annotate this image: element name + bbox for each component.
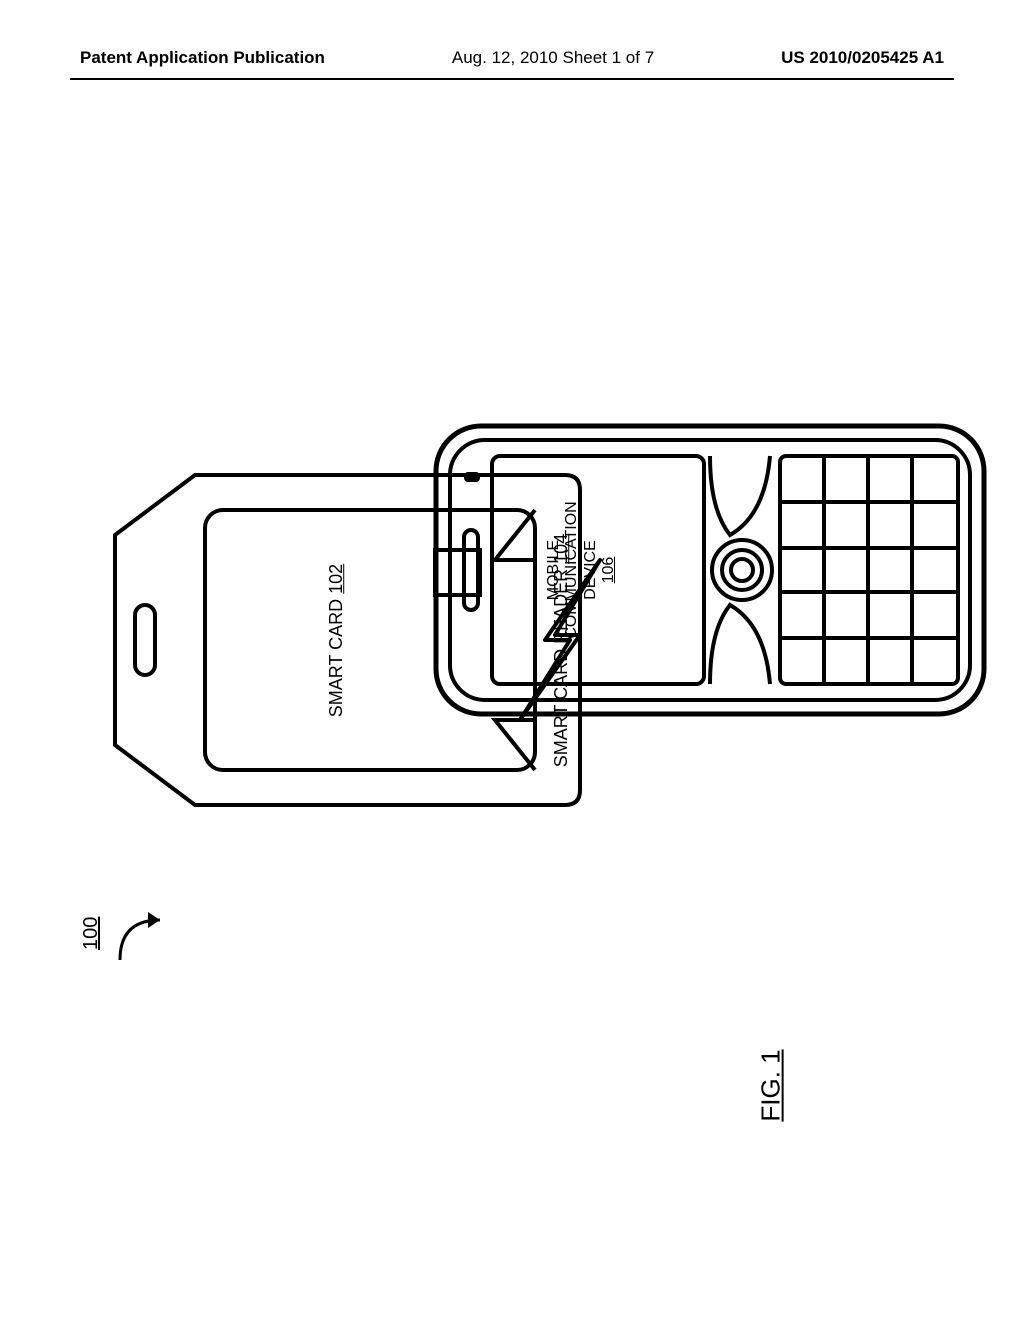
phone-outline-icon (430, 420, 990, 720)
header-center: Aug. 12, 2010 Sheet 1 of 7 (452, 48, 654, 68)
figure-canvas: 100 SMART CARD 102 SMART CARD READER 104 (0, 120, 1024, 1220)
header-rule (70, 78, 954, 80)
header-left: Patent Application Publication (80, 48, 325, 68)
figure-label: FIG. 1 (756, 1049, 787, 1121)
ref-arrow-icon (110, 900, 190, 980)
smart-card-label: SMART CARD 102 (326, 564, 347, 717)
device-label: MOBILE COMMUNICATION DEVICE 106 (545, 480, 619, 660)
mobile-device: MOBILE COMMUNICATION DEVICE 106 (430, 420, 990, 720)
system-ref-label: 100 (80, 917, 103, 950)
page-header: Patent Application Publication Aug. 12, … (0, 48, 1024, 68)
header-right: US 2010/0205425 A1 (781, 48, 944, 68)
